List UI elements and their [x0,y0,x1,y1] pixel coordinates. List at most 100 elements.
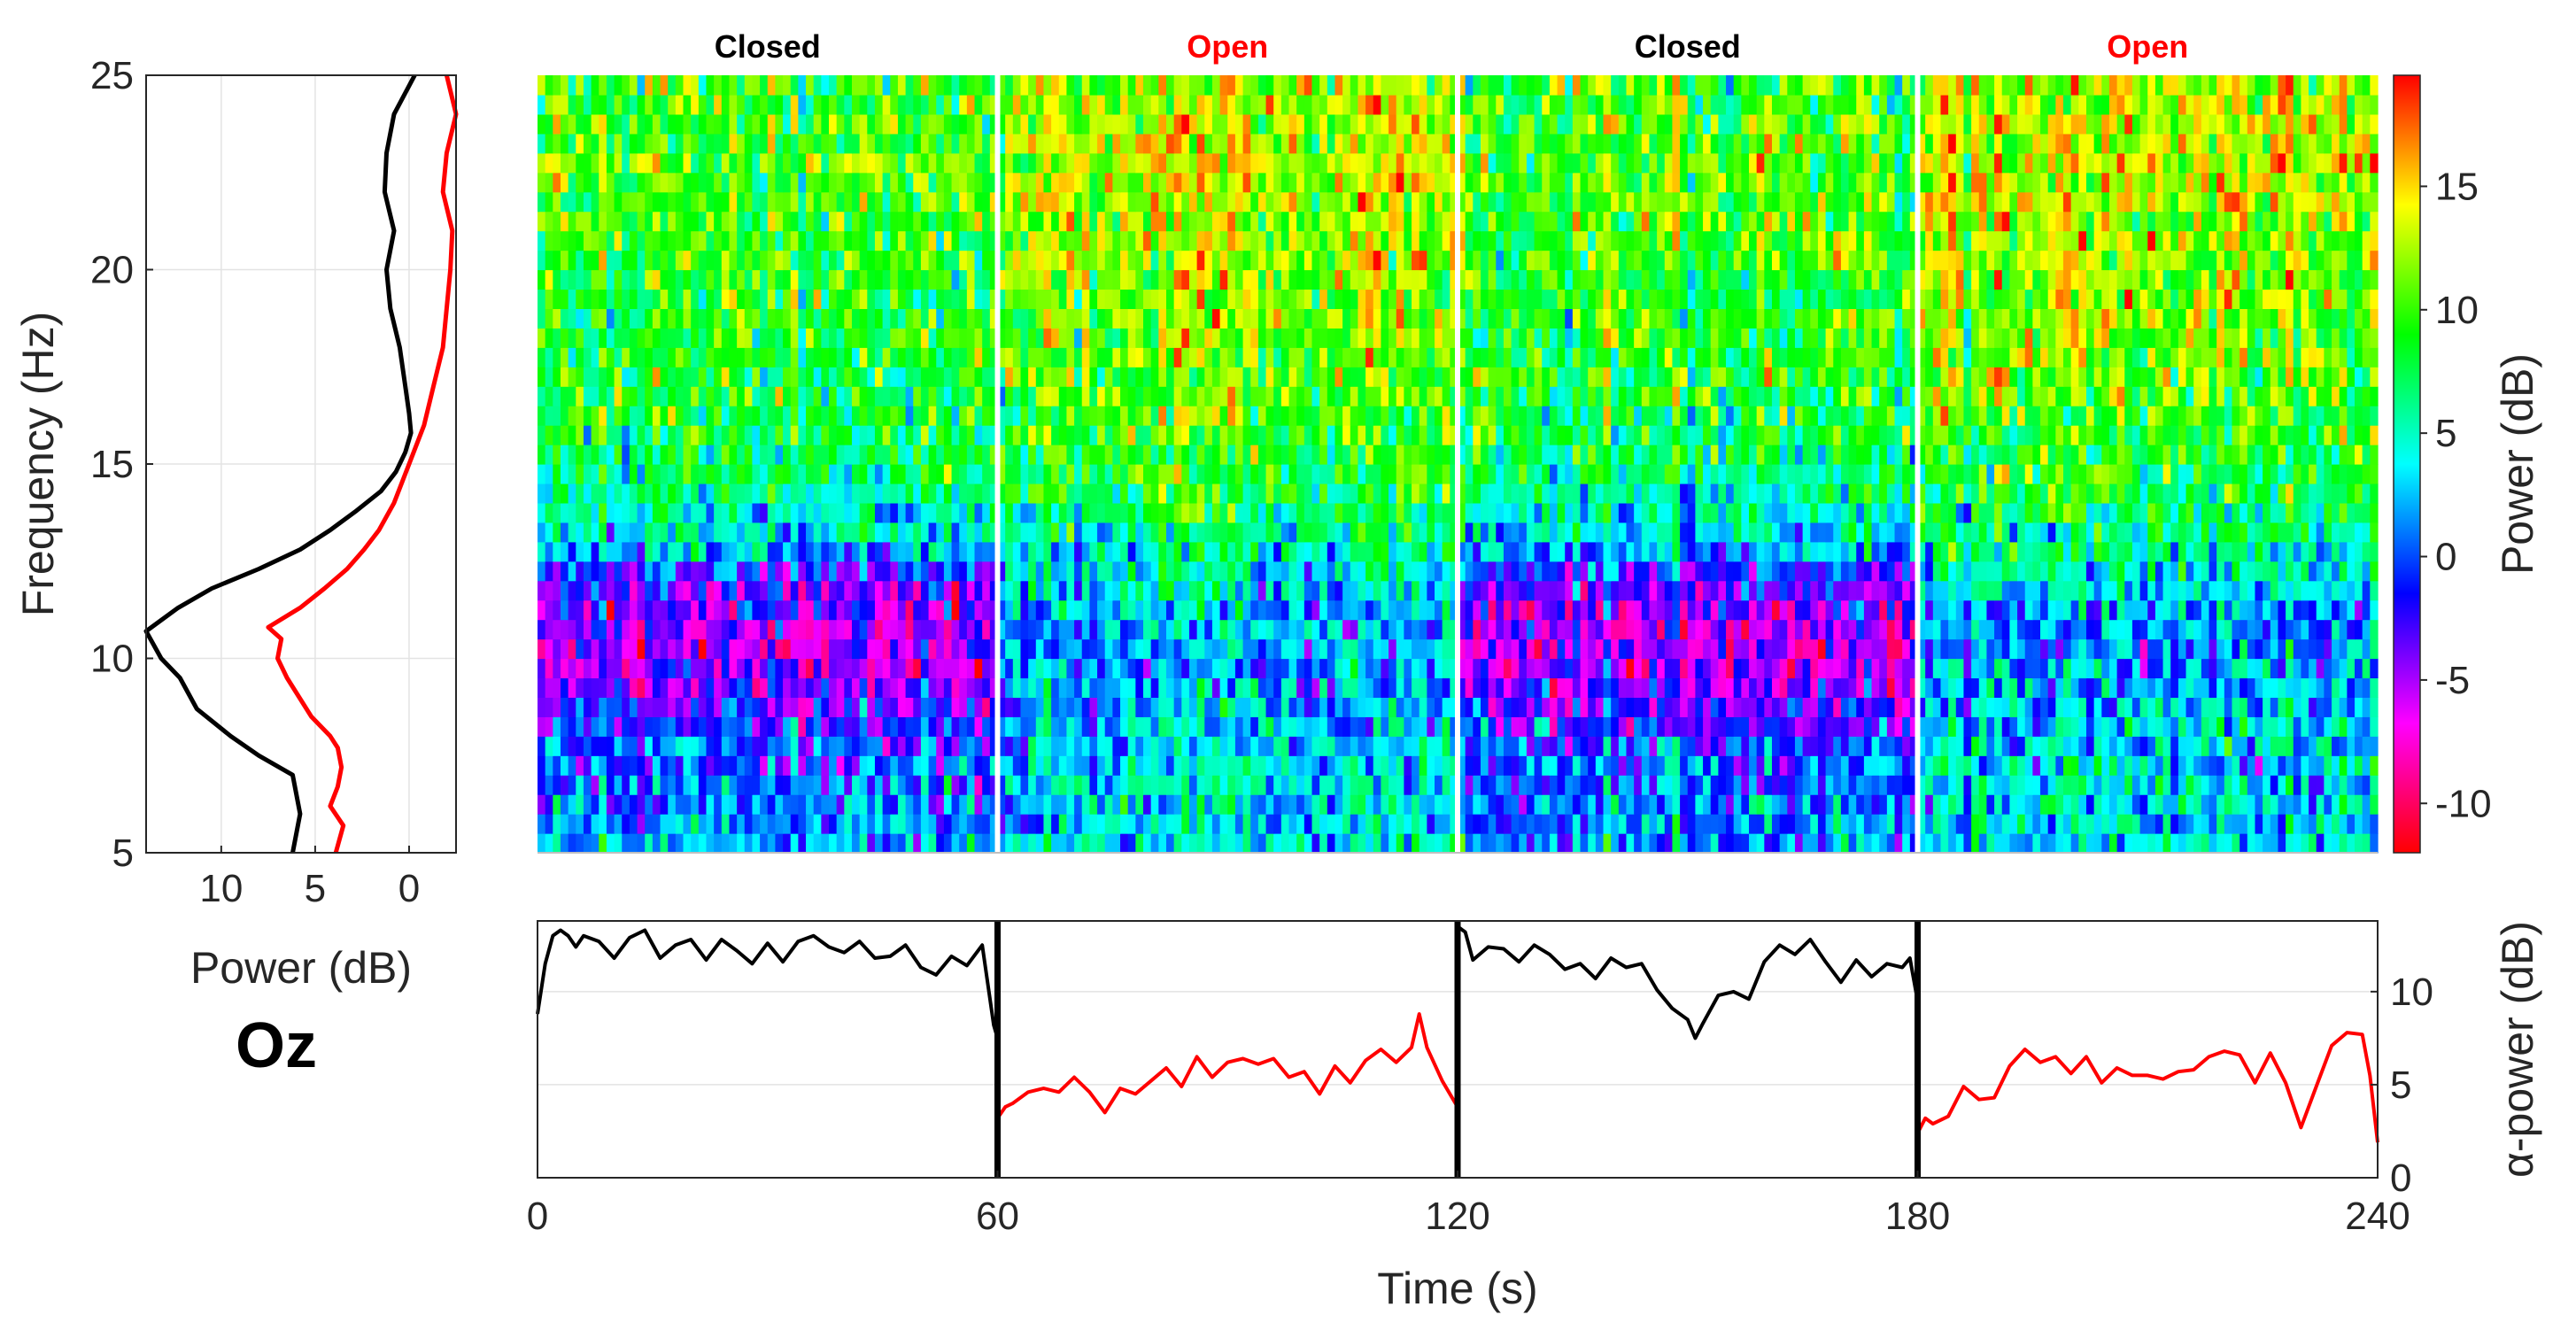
spectrogram-cell [790,561,799,582]
spectrogram-cell [1327,367,1336,387]
spectrogram-cell [821,814,830,834]
spectrogram-cell [583,211,592,232]
spectrogram-cell [1135,211,1144,232]
spectrogram-cell [1028,580,1037,601]
spectrogram-cell [874,406,884,426]
spectrogram-cell [614,425,623,445]
spectrogram-cell [1764,814,1773,834]
spectrogram-cell [943,619,953,640]
spectrogram-cell [652,599,661,621]
spectrogram-cell [560,502,569,523]
spectrogram-cell [760,775,769,795]
spectrogram-cell [959,658,968,679]
spectrogram-cell [813,580,822,601]
spectrogram-cell [1327,328,1336,348]
spectrogram-cell [897,113,907,135]
spectrogram-cell [1104,425,1113,445]
spectrogram-cell [560,814,569,834]
spectrogram-cell [576,580,584,601]
spectrogram-cell [698,522,708,543]
spectrogram-cell [867,638,876,660]
spectrogram-cell [1005,522,1014,543]
spectrogram-cell [591,638,600,660]
spectrogram-cell [1104,794,1113,815]
spectrogram-cell [1250,367,1259,387]
spectrogram-cell [798,697,807,717]
spectrogram-cell [553,230,561,251]
spectrogram-cell [1396,152,1404,174]
spectrogram-cell [1043,113,1052,135]
spectrogram-cell [1450,269,1458,290]
spectrogram-cell [813,445,822,465]
spectrogram-cell [1066,502,1075,523]
spectrogram-cell [874,367,884,387]
spectrogram-cell [882,638,891,660]
spectrogram-cell [1173,658,1182,679]
spectrogram-cell [538,464,546,484]
spectrogram-cell [668,677,677,698]
spectrogram-cell [951,308,960,329]
spectrogram-cell [982,599,991,621]
spectrogram-cell [737,502,746,523]
spectrogram-cell [920,502,930,523]
spectrogram-cell [1089,94,1098,115]
spectrogram-cell [920,638,930,660]
spectrogram-cell [629,736,638,756]
spectrogram-cell [1173,483,1182,504]
spectrogram-cell [859,308,868,329]
spectrogram-cell [1127,697,1136,717]
spectrogram-cell [1450,445,1458,465]
spectrogram-cell [882,716,891,737]
spectrogram-cell [874,658,884,679]
spectrogram-cell [997,269,1006,290]
spectrogram-cell [943,113,953,135]
spectrogram-cell [1089,406,1098,426]
spectrogram-cell [583,172,592,193]
spectrogram-cell [568,133,576,154]
spectrogram-cell [767,697,777,717]
spectrogram-cell [966,230,976,251]
spectrogram-cell [1389,775,1397,795]
spectrogram-cell [744,367,754,387]
spectrogram-cell [1389,75,1397,96]
spectrogram-cell [851,658,861,679]
spectrogram-cell [851,328,861,348]
spectrogram-cell [1250,736,1259,756]
spectrogram-cell [1204,211,1213,232]
spectrogram-cell [737,833,746,854]
spectrogram-cell [1565,814,1574,834]
spectrogram-cell [1327,347,1336,367]
spectrogram-cell [989,580,999,601]
spectrogram-cell [760,580,769,601]
spectrogram-cell [1265,658,1274,679]
spectrogram-cell [882,406,891,426]
spectrogram-cell [1618,794,1628,815]
spectrogram-cell [1104,677,1113,698]
spectrogram-cell [851,638,861,660]
spectrogram-cell [1257,580,1267,601]
spectrogram-cell [1250,775,1259,795]
spectrogram-cell [897,425,907,445]
spectrogram-cell [936,736,945,756]
spectrogram-cell [913,619,922,640]
spectrogram-cell [1104,599,1113,621]
spectrogram-cell [683,425,692,445]
spectrogram-cell [1188,172,1198,193]
spectrogram-cell [1158,541,1167,562]
spectrogram-cell [675,445,685,465]
spectrogram-cell [874,445,884,465]
spectrogram-cell [568,94,576,115]
spectrogram-cell [1296,425,1305,445]
spectrogram-cell [752,677,761,698]
spectrogram-cell [675,328,685,348]
spectrogram-cell [1473,794,1481,815]
spectrogram-cell [844,541,853,562]
spectrogram-cell [1404,289,1412,309]
spectrogram-cell [851,755,861,776]
spectrogram-cell [982,775,991,795]
spectrogram-cell [1794,833,1804,854]
spectrogram-cell [1120,133,1129,154]
spectrogram-cell [836,445,845,465]
spectrogram-cell [966,502,976,523]
spectrogram-cell [821,425,830,445]
